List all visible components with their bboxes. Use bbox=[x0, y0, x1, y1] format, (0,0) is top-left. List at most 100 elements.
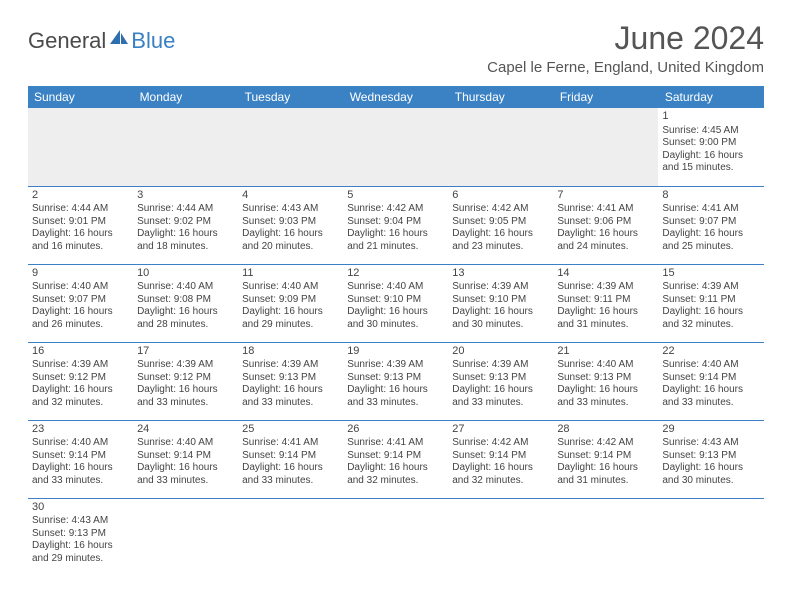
calendar-day-cell bbox=[343, 498, 448, 576]
daylight-line: Daylight: 16 hours and 24 minutes. bbox=[557, 228, 654, 253]
sunrise-line: Sunrise: 4:39 AM bbox=[452, 359, 549, 372]
daylight-line: Daylight: 16 hours and 26 minutes. bbox=[32, 306, 129, 331]
daylight-line: Daylight: 16 hours and 32 minutes. bbox=[452, 462, 549, 487]
sunset-line: Sunset: 9:14 PM bbox=[662, 372, 759, 385]
daylight-line: Daylight: 16 hours and 16 minutes. bbox=[32, 228, 129, 253]
day-number: 24 bbox=[137, 423, 234, 437]
sunset-line: Sunset: 9:13 PM bbox=[662, 450, 759, 463]
daylight-line: Daylight: 16 hours and 33 minutes. bbox=[347, 384, 444, 409]
calendar-day-cell: 16Sunrise: 4:39 AMSunset: 9:12 PMDayligh… bbox=[28, 342, 133, 420]
daylight-line: Daylight: 16 hours and 33 minutes. bbox=[137, 462, 234, 487]
sunrise-line: Sunrise: 4:40 AM bbox=[347, 281, 444, 294]
calendar-day-cell: 2Sunrise: 4:44 AMSunset: 9:01 PMDaylight… bbox=[28, 186, 133, 264]
calendar-day-cell: 12Sunrise: 4:40 AMSunset: 9:10 PMDayligh… bbox=[343, 264, 448, 342]
calendar-day-cell: 14Sunrise: 4:39 AMSunset: 9:11 PMDayligh… bbox=[553, 264, 658, 342]
day-number: 5 bbox=[347, 189, 444, 203]
calendar-day-cell bbox=[133, 498, 238, 576]
calendar-day-cell: 20Sunrise: 4:39 AMSunset: 9:13 PMDayligh… bbox=[448, 342, 553, 420]
sunrise-line: Sunrise: 4:40 AM bbox=[242, 281, 339, 294]
day-number: 8 bbox=[662, 189, 759, 203]
sunset-line: Sunset: 9:01 PM bbox=[32, 216, 129, 229]
sunset-line: Sunset: 9:03 PM bbox=[242, 216, 339, 229]
sunset-line: Sunset: 9:13 PM bbox=[32, 528, 129, 541]
title-block: June 2024 Capel le Ferne, England, Unite… bbox=[487, 20, 764, 76]
calendar-week-row: 9Sunrise: 4:40 AMSunset: 9:07 PMDaylight… bbox=[28, 264, 764, 342]
calendar-day-cell bbox=[448, 498, 553, 576]
daylight-line: Daylight: 16 hours and 32 minutes. bbox=[347, 462, 444, 487]
calendar-week-row: 30Sunrise: 4:43 AMSunset: 9:13 PMDayligh… bbox=[28, 498, 764, 576]
calendar-day-cell: 28Sunrise: 4:42 AMSunset: 9:14 PMDayligh… bbox=[553, 420, 658, 498]
day-number: 27 bbox=[452, 423, 549, 437]
weekday-header: Monday bbox=[133, 86, 238, 108]
day-number: 18 bbox=[242, 345, 339, 359]
calendar-day-cell: 29Sunrise: 4:43 AMSunset: 9:13 PMDayligh… bbox=[658, 420, 763, 498]
sail-icon bbox=[108, 28, 130, 54]
logo-text-general: General bbox=[28, 28, 106, 54]
weekday-header-row: Sunday Monday Tuesday Wednesday Thursday… bbox=[28, 86, 764, 108]
sunset-line: Sunset: 9:04 PM bbox=[347, 216, 444, 229]
weekday-header: Friday bbox=[553, 86, 658, 108]
calendar-week-row: 16Sunrise: 4:39 AMSunset: 9:12 PMDayligh… bbox=[28, 342, 764, 420]
calendar-day-cell: 6Sunrise: 4:42 AMSunset: 9:05 PMDaylight… bbox=[448, 186, 553, 264]
calendar-day-cell: 8Sunrise: 4:41 AMSunset: 9:07 PMDaylight… bbox=[658, 186, 763, 264]
sunset-line: Sunset: 9:08 PM bbox=[137, 294, 234, 307]
day-number: 12 bbox=[347, 267, 444, 281]
calendar-day-cell: 1Sunrise: 4:45 AMSunset: 9:00 PMDaylight… bbox=[658, 108, 763, 186]
calendar-day-cell bbox=[133, 108, 238, 186]
daylight-line: Daylight: 16 hours and 20 minutes. bbox=[242, 228, 339, 253]
daylight-line: Daylight: 16 hours and 18 minutes. bbox=[137, 228, 234, 253]
day-number: 29 bbox=[662, 423, 759, 437]
calendar-day-cell: 17Sunrise: 4:39 AMSunset: 9:12 PMDayligh… bbox=[133, 342, 238, 420]
calendar-day-cell: 24Sunrise: 4:40 AMSunset: 9:14 PMDayligh… bbox=[133, 420, 238, 498]
calendar-day-cell: 30Sunrise: 4:43 AMSunset: 9:13 PMDayligh… bbox=[28, 498, 133, 576]
sunset-line: Sunset: 9:10 PM bbox=[347, 294, 444, 307]
daylight-line: Daylight: 16 hours and 33 minutes. bbox=[242, 384, 339, 409]
calendar-day-cell: 18Sunrise: 4:39 AMSunset: 9:13 PMDayligh… bbox=[238, 342, 343, 420]
day-number: 7 bbox=[557, 189, 654, 203]
sunset-line: Sunset: 9:13 PM bbox=[557, 372, 654, 385]
day-number: 23 bbox=[32, 423, 129, 437]
daylight-line: Daylight: 16 hours and 30 minutes. bbox=[452, 306, 549, 331]
day-number: 17 bbox=[137, 345, 234, 359]
sunset-line: Sunset: 9:14 PM bbox=[242, 450, 339, 463]
day-number: 22 bbox=[662, 345, 759, 359]
sunset-line: Sunset: 9:13 PM bbox=[242, 372, 339, 385]
sunrise-line: Sunrise: 4:39 AM bbox=[347, 359, 444, 372]
calendar-day-cell bbox=[658, 498, 763, 576]
sunset-line: Sunset: 9:05 PM bbox=[452, 216, 549, 229]
calendar-week-row: 1Sunrise: 4:45 AMSunset: 9:00 PMDaylight… bbox=[28, 108, 764, 186]
sunrise-line: Sunrise: 4:44 AM bbox=[137, 203, 234, 216]
calendar-day-cell bbox=[238, 108, 343, 186]
calendar-day-cell: 25Sunrise: 4:41 AMSunset: 9:14 PMDayligh… bbox=[238, 420, 343, 498]
daylight-line: Daylight: 16 hours and 29 minutes. bbox=[242, 306, 339, 331]
daylight-line: Daylight: 16 hours and 33 minutes. bbox=[662, 384, 759, 409]
calendar-day-cell: 26Sunrise: 4:41 AMSunset: 9:14 PMDayligh… bbox=[343, 420, 448, 498]
sunrise-line: Sunrise: 4:42 AM bbox=[452, 437, 549, 450]
calendar-week-row: 23Sunrise: 4:40 AMSunset: 9:14 PMDayligh… bbox=[28, 420, 764, 498]
sunset-line: Sunset: 9:13 PM bbox=[452, 372, 549, 385]
sunrise-line: Sunrise: 4:43 AM bbox=[32, 515, 129, 528]
month-title: June 2024 bbox=[487, 20, 764, 57]
weekday-header: Saturday bbox=[658, 86, 763, 108]
weekday-header: Wednesday bbox=[343, 86, 448, 108]
calendar-day-cell bbox=[28, 108, 133, 186]
daylight-line: Daylight: 16 hours and 33 minutes. bbox=[137, 384, 234, 409]
sunset-line: Sunset: 9:02 PM bbox=[137, 216, 234, 229]
day-number: 19 bbox=[347, 345, 444, 359]
calendar-day-cell: 3Sunrise: 4:44 AMSunset: 9:02 PMDaylight… bbox=[133, 186, 238, 264]
calendar-day-cell: 23Sunrise: 4:40 AMSunset: 9:14 PMDayligh… bbox=[28, 420, 133, 498]
sunrise-line: Sunrise: 4:42 AM bbox=[347, 203, 444, 216]
sunset-line: Sunset: 9:00 PM bbox=[662, 137, 759, 150]
logo: General Blue bbox=[28, 28, 175, 54]
sunrise-line: Sunrise: 4:44 AM bbox=[32, 203, 129, 216]
calendar-day-cell: 10Sunrise: 4:40 AMSunset: 9:08 PMDayligh… bbox=[133, 264, 238, 342]
calendar-table: Sunday Monday Tuesday Wednesday Thursday… bbox=[28, 86, 764, 576]
day-number: 28 bbox=[557, 423, 654, 437]
calendar-day-cell bbox=[553, 498, 658, 576]
sunset-line: Sunset: 9:07 PM bbox=[32, 294, 129, 307]
daylight-line: Daylight: 16 hours and 33 minutes. bbox=[452, 384, 549, 409]
calendar-day-cell: 7Sunrise: 4:41 AMSunset: 9:06 PMDaylight… bbox=[553, 186, 658, 264]
daylight-line: Daylight: 16 hours and 31 minutes. bbox=[557, 306, 654, 331]
sunset-line: Sunset: 9:13 PM bbox=[347, 372, 444, 385]
sunrise-line: Sunrise: 4:39 AM bbox=[137, 359, 234, 372]
